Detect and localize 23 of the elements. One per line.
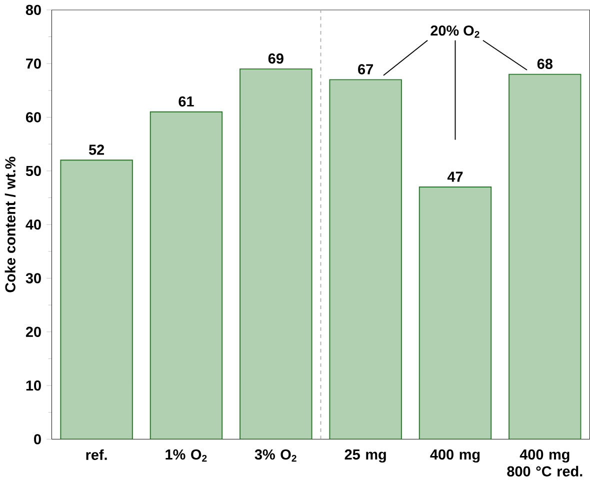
y-axis-title: Coke content / wt.% — [4, 156, 16, 292]
data-label: 47 — [447, 172, 463, 182]
y-tick-label: 80 — [26, 4, 41, 15]
y-tick-label: 40 — [26, 219, 41, 230]
x-tick-label: 1% O$_{2}$ — [166, 449, 207, 462]
y-tick-label: 50 — [26, 166, 41, 176]
y-tick-label: 60 — [26, 112, 41, 122]
y-tick-label: 30 — [26, 272, 41, 284]
x-tick-label: 400 mg 800 °C red. — [507, 449, 582, 476]
data-label: 68 — [537, 58, 553, 69]
data-label: 69 — [268, 53, 284, 64]
y-tick-label: 0 — [34, 434, 41, 444]
data-label: 52 — [88, 144, 104, 155]
y-tick-label: 20 — [26, 326, 41, 337]
x-tick-label: 3% O$_{2}$ — [254, 449, 296, 462]
data-label: 67 — [358, 64, 373, 74]
x-tick-label: 400 mg — [430, 449, 480, 462]
y-tick-label: 70 — [26, 58, 41, 69]
annotation: 20% O$_{2}$ — [430, 25, 480, 38]
data-label: 61 — [178, 96, 194, 106]
x-tick-label: 25 mg — [344, 449, 386, 462]
y-tick-label: 10 — [26, 380, 41, 390]
x-tick-label: ref. — [86, 449, 107, 460]
